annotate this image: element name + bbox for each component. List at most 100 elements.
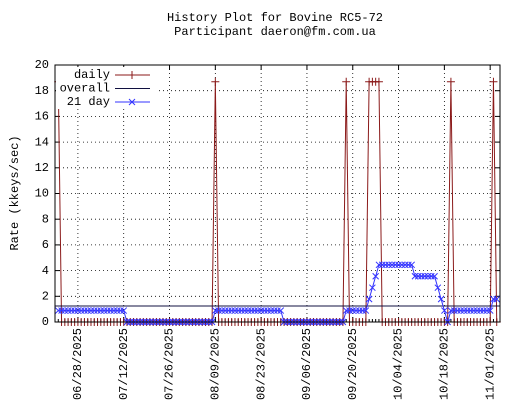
data-point [100,307,108,314]
data-point [84,307,92,314]
data-point [257,307,265,314]
x-tick-label: 07/12/2025 [117,328,131,400]
data-point [267,307,275,314]
chart-subtitle: Participant daeron@fm.com.ua [174,25,376,39]
data-point [215,307,222,314]
data-point [447,307,455,314]
data-point [107,307,114,314]
x-tick-label: 06/28/2025 [71,328,85,400]
legend-label: overall [60,82,110,96]
data-point [90,307,98,314]
legend-marker [128,71,136,79]
data-point [74,307,82,314]
data-point [441,307,448,314]
data-point [349,307,357,314]
y-tick-label: 20 [35,58,49,72]
data-point [225,307,232,314]
y-tick-label: 10 [35,187,49,201]
data-point [454,307,461,314]
data-point [483,307,491,314]
data-point [463,307,471,314]
data-point [401,261,409,269]
data-point [211,307,219,314]
data-point [421,272,429,280]
data-point [244,307,252,314]
data-point [493,295,501,303]
data-point [342,77,351,86]
legend-label: 21 day [67,95,110,109]
data-point [113,307,121,314]
data-point [408,261,416,269]
data-point [359,307,366,314]
data-point [450,307,458,314]
data-point [369,284,376,292]
y-tick-label: 14 [35,135,49,149]
data-point [120,307,128,314]
data-point [355,307,363,314]
data-point [424,272,432,280]
data-point [388,261,396,269]
data-point [71,307,78,314]
y-tick-label: 18 [35,84,49,98]
data-point [431,272,438,280]
data-point [247,307,255,314]
x-tick-label: 10/18/2025 [438,328,452,400]
x-tick-label: 09/20/2025 [346,328,360,400]
data-point [234,307,242,314]
data-point [274,307,281,314]
data-point [211,77,220,86]
data-point [342,307,350,314]
y-axis-label: Rate (kkeys/sec) [8,135,22,250]
data-point [427,272,435,280]
data-point [362,307,370,314]
data-point [382,261,389,269]
data-point [374,77,383,86]
data-point [97,307,105,314]
legend-marker [128,98,136,106]
x-tick-label: 08/09/2025 [209,328,223,400]
data-point [241,307,249,314]
data-point [251,307,258,314]
data-point [489,77,498,86]
data-point [411,272,419,280]
y-tick-label: 4 [42,264,49,278]
x-tick-label: 09/06/2025 [300,328,314,400]
y-tick-label: 6 [42,238,49,252]
data-point [414,272,422,280]
data-point [221,307,229,314]
data-point [434,284,442,292]
data-point [480,307,487,314]
y-tick-label: 16 [35,110,49,124]
data-point [61,307,69,314]
data-point [470,307,478,314]
data-point [103,307,111,314]
data-point [77,307,85,314]
data-point [238,307,245,314]
x-tick-label: 11/01/2025 [483,328,497,400]
y-tick-label: 0 [42,315,49,329]
data-point [391,261,399,269]
data-point [254,307,262,314]
data-point [218,307,226,314]
plot-border [54,64,501,323]
data-point [81,307,88,314]
data-point [277,307,285,314]
data-point [87,307,95,314]
data-point [110,307,118,314]
data-point [473,307,481,314]
data-point [58,307,65,314]
data-point [490,295,497,303]
data-point [460,307,468,314]
data-point [346,307,353,314]
data-point [228,307,236,314]
data-point [467,307,474,314]
y-tick-label: 2 [42,289,49,303]
data-point [68,307,75,314]
x-tick-label: 10/04/2025 [392,328,406,400]
x-tick-label: 08/23/2025 [254,328,268,400]
data-point [437,295,445,303]
chart-title: History Plot for Bovine RC5-72 [167,11,383,25]
data-point [375,261,383,269]
